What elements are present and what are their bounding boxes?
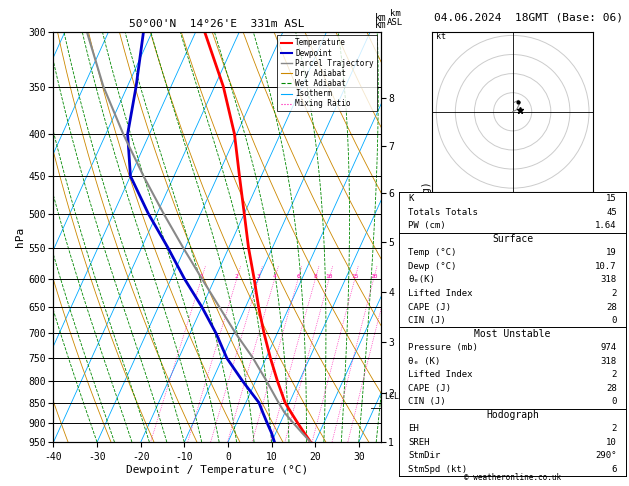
Text: 28: 28	[606, 384, 617, 393]
Text: Lifted Index: Lifted Index	[408, 289, 473, 298]
Text: Hodograph: Hodograph	[486, 410, 539, 420]
Text: 28: 28	[606, 303, 617, 312]
Text: 2: 2	[611, 370, 617, 379]
Text: © weatheronline.co.uk: © weatheronline.co.uk	[464, 473, 561, 482]
Text: 0: 0	[611, 316, 617, 325]
Text: Pressure (mb): Pressure (mb)	[408, 343, 478, 352]
Text: Lifted Index: Lifted Index	[408, 370, 473, 379]
Legend: Temperature, Dewpoint, Parcel Trajectory, Dry Adiabat, Wet Adiabat, Isotherm, Mi: Temperature, Dewpoint, Parcel Trajectory…	[277, 35, 377, 111]
Text: SREH: SREH	[408, 438, 430, 447]
Text: km: km	[375, 14, 386, 23]
Text: 0: 0	[611, 398, 617, 406]
Text: 04.06.2024  18GMT (Base: 06): 04.06.2024 18GMT (Base: 06)	[434, 12, 623, 22]
Title: 50°00'N  14°26'E  331m ASL: 50°00'N 14°26'E 331m ASL	[129, 19, 305, 30]
Text: 45: 45	[606, 208, 617, 217]
Text: StmSpd (kt): StmSpd (kt)	[408, 465, 467, 474]
Text: Most Unstable: Most Unstable	[474, 329, 551, 339]
Text: CIN (J): CIN (J)	[408, 398, 446, 406]
Text: 4: 4	[273, 274, 277, 278]
Text: 20: 20	[370, 274, 377, 278]
Y-axis label: Mixing Ratio (g/kg): Mixing Ratio (g/kg)	[422, 181, 432, 293]
Text: km: km	[375, 19, 386, 30]
Text: PW (cm): PW (cm)	[408, 221, 446, 230]
Text: 6: 6	[296, 274, 300, 278]
Text: 19: 19	[606, 248, 617, 258]
Text: Temp (°C): Temp (°C)	[408, 248, 457, 258]
Text: 974: 974	[601, 343, 617, 352]
Text: 8: 8	[314, 274, 318, 278]
Text: 318: 318	[601, 276, 617, 284]
Text: StmDir: StmDir	[408, 451, 441, 460]
Text: CAPE (J): CAPE (J)	[408, 384, 452, 393]
Text: 2: 2	[235, 274, 239, 278]
Text: 2: 2	[611, 424, 617, 434]
Text: 6: 6	[611, 465, 617, 474]
Text: 318: 318	[601, 357, 617, 365]
Text: θₑ (K): θₑ (K)	[408, 357, 441, 365]
Text: Dewp (°C): Dewp (°C)	[408, 262, 457, 271]
Text: θₑ(K): θₑ(K)	[408, 276, 435, 284]
Text: 10: 10	[325, 274, 333, 278]
Text: CIN (J): CIN (J)	[408, 316, 446, 325]
Text: K: K	[408, 194, 414, 203]
Text: 15: 15	[606, 194, 617, 203]
Text: Surface: Surface	[492, 234, 533, 244]
Y-axis label: hPa: hPa	[16, 227, 25, 247]
Text: CAPE (J): CAPE (J)	[408, 303, 452, 312]
Text: 10.7: 10.7	[595, 262, 617, 271]
Text: 290°: 290°	[595, 451, 617, 460]
Text: LCL: LCL	[384, 392, 399, 400]
Text: 10: 10	[606, 438, 617, 447]
Text: kt: kt	[437, 32, 446, 41]
Text: 15: 15	[351, 274, 359, 278]
Text: 3: 3	[257, 274, 260, 278]
Text: Totals Totals: Totals Totals	[408, 208, 478, 217]
X-axis label: Dewpoint / Temperature (°C): Dewpoint / Temperature (°C)	[126, 465, 308, 475]
Text: 1: 1	[199, 274, 203, 278]
Text: 2: 2	[611, 289, 617, 298]
Text: EH: EH	[408, 424, 419, 434]
Text: 1.64: 1.64	[595, 221, 617, 230]
Text: km
ASL: km ASL	[387, 10, 403, 28]
